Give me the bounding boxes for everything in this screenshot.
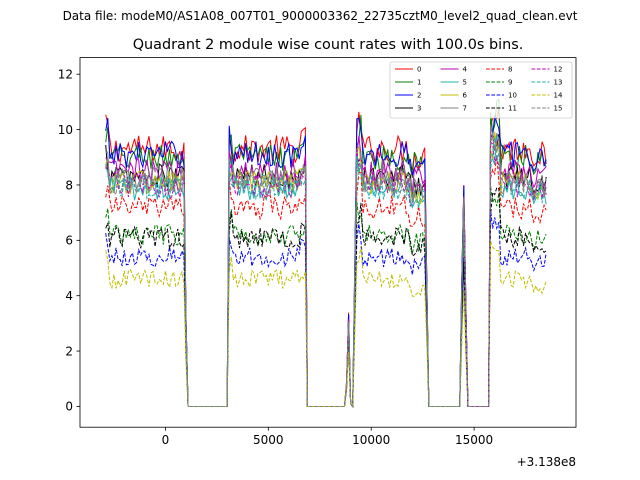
series-line-5 (105, 133, 547, 408)
series-line-12 (105, 140, 547, 408)
series-line-1 (105, 98, 547, 408)
legend-label-1: 1 (417, 79, 421, 87)
series-line-13 (105, 137, 547, 408)
plot-frame (79, 57, 577, 428)
series-line-8 (105, 155, 547, 408)
series-group (105, 98, 547, 408)
series-line-10 (105, 209, 547, 408)
y-tick-label: 8 (65, 178, 73, 192)
legend-label-6: 6 (463, 92, 468, 100)
legend-label-5: 5 (463, 79, 467, 87)
x-offset-text: +3.138e8 (517, 455, 576, 469)
y-tick-label: 4 (65, 289, 73, 303)
chart-title: Quadrant 2 module wise count rates with … (133, 37, 524, 53)
legend-label-9: 9 (508, 79, 512, 87)
x-tick-label: 0 (162, 433, 170, 447)
series-line-11 (105, 187, 547, 408)
series-line-9 (105, 185, 547, 408)
legend-label-0: 0 (417, 66, 421, 74)
series-line-7 (105, 124, 547, 408)
legend-label-15: 15 (554, 105, 563, 113)
y-tick-label: 0 (65, 400, 73, 414)
legend-label-12: 12 (554, 66, 563, 74)
y-tick-label: 2 (65, 344, 73, 358)
legend-label-11: 11 (508, 105, 517, 113)
legend-label-13: 13 (554, 79, 563, 87)
x-tick-label: 15000 (455, 433, 493, 447)
series-line-15 (105, 132, 547, 408)
legend-label-2: 2 (417, 92, 421, 100)
series-line-3 (105, 133, 547, 408)
legend-label-4: 4 (463, 66, 468, 74)
x-tick-label: 5000 (253, 433, 284, 447)
legend-label-10: 10 (508, 92, 517, 100)
x-axis: 0 5000 10000 15000 (162, 427, 493, 447)
legend-box (389, 61, 573, 119)
series-line-14 (105, 241, 547, 408)
legend-label-8: 8 (508, 66, 512, 74)
series-line-2 (105, 115, 547, 408)
legend-label-7: 7 (463, 105, 467, 113)
y-tick-label: 12 (58, 68, 73, 82)
x-tick-label: 10000 (352, 433, 390, 447)
suptitle: Data file: modeM0/AS1A08_007T01_90000033… (63, 9, 578, 23)
legend-label-3: 3 (417, 105, 421, 113)
y-tick-label: 6 (65, 234, 73, 248)
y-tick-label: 10 (58, 123, 73, 137)
y-axis: 0 2 4 6 8 10 12 (58, 68, 80, 414)
legend-label-14: 14 (554, 92, 563, 100)
